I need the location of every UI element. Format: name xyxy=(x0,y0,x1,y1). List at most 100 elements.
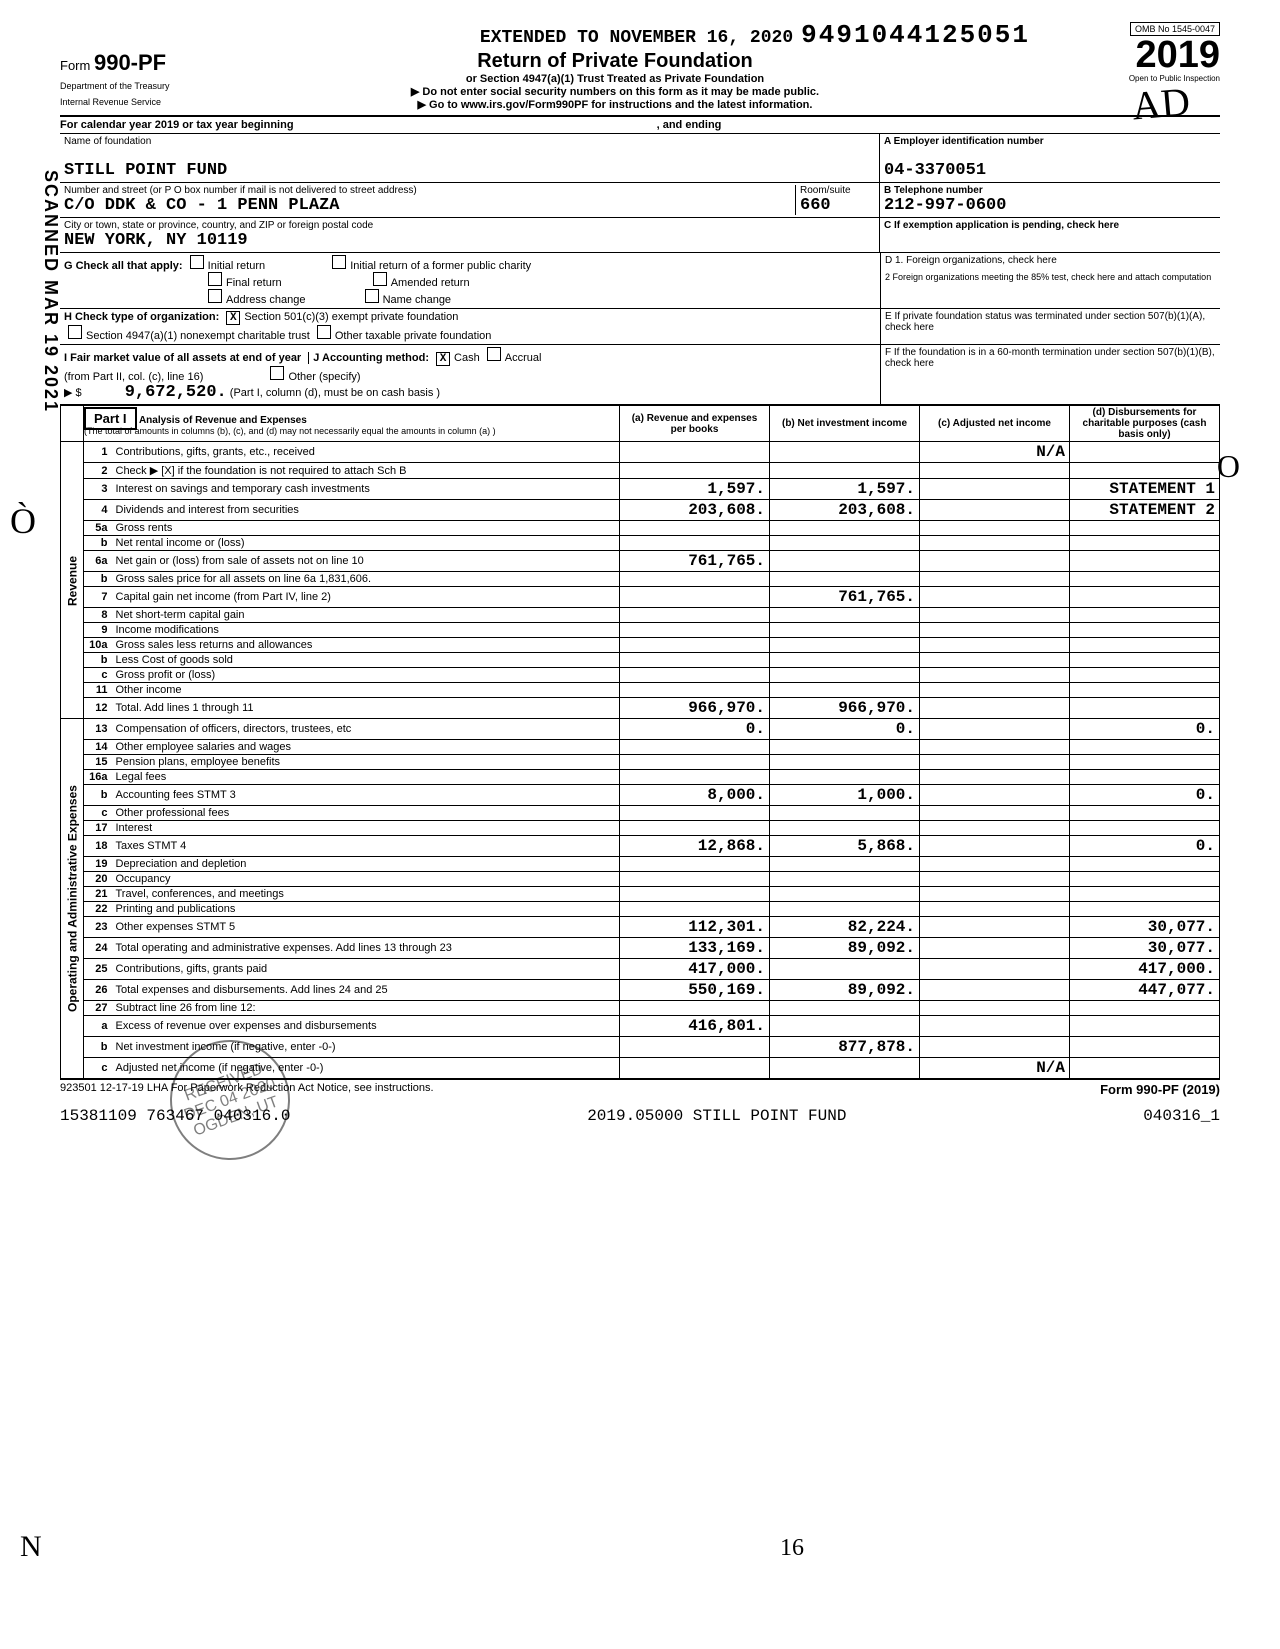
col-b-header: (b) Net investment income xyxy=(770,406,920,442)
other-taxable-label: Other taxable private foundation xyxy=(335,330,492,342)
ein-label: A Employer identification number xyxy=(884,136,1216,147)
cell-col-c xyxy=(920,463,1070,479)
line-description: Travel, conferences, and meetings xyxy=(112,887,620,902)
cell-col-e xyxy=(1070,638,1220,653)
cal-year-end: , and ending xyxy=(657,119,722,131)
footer-code: 923501 12-17-19 xyxy=(60,1082,144,1094)
501c3-check[interactable]: X xyxy=(226,311,240,325)
line-description: Gross rents xyxy=(112,521,620,536)
cell-col-e xyxy=(1070,572,1220,587)
cell-col-a xyxy=(620,857,770,872)
line-description: Dividends and interest from securities xyxy=(112,500,620,521)
line-number: 8 xyxy=(84,608,112,623)
cell-col-a xyxy=(620,1058,770,1079)
footer-lha: LHA For Paperwork Reduction Act Notice, … xyxy=(147,1082,434,1094)
table-row: 12Total. Add lines 1 through 11966,970.9… xyxy=(61,698,1220,719)
cell-col-e xyxy=(1070,1058,1220,1079)
cell-col-b xyxy=(770,1016,920,1037)
cell-col-e xyxy=(1070,442,1220,463)
cell-col-c xyxy=(920,572,1070,587)
cell-col-b xyxy=(770,806,920,821)
table-row: 6aNet gain or (loss) from sale of assets… xyxy=(61,551,1220,572)
cell-col-a xyxy=(620,653,770,668)
cash-check[interactable]: X xyxy=(436,352,450,366)
footer-form-number: Form 990-PF (2019) xyxy=(1100,1082,1220,1097)
line-number: 23 xyxy=(84,917,112,938)
former-charity-label: Initial return of a former public charit… xyxy=(350,260,531,272)
line-number: 9 xyxy=(84,623,112,638)
table-row: 25Contributions, gifts, grants paid417,0… xyxy=(61,959,1220,980)
cell-col-c xyxy=(920,500,1070,521)
table-row: 4Dividends and interest from securities2… xyxy=(61,500,1220,521)
cell-col-e xyxy=(1070,806,1220,821)
initial-return-check[interactable] xyxy=(190,255,204,269)
cell-col-b: 761,765. xyxy=(770,587,920,608)
cell-col-e: 0. xyxy=(1070,785,1220,806)
amended-return-check[interactable] xyxy=(373,272,387,286)
cell-col-b xyxy=(770,872,920,887)
footer-right-id: 040316_1 xyxy=(1143,1107,1220,1125)
cell-col-e xyxy=(1070,608,1220,623)
line-number: 5a xyxy=(84,521,112,536)
line-number: 27 xyxy=(84,1001,112,1016)
cell-col-c xyxy=(920,836,1070,857)
cell-col-b xyxy=(770,1001,920,1016)
cell-col-e: 30,077. xyxy=(1070,938,1220,959)
cell-col-b xyxy=(770,1058,920,1079)
form-subtitle-3: ▶ Go to www.irs.gov/Form990PF for instru… xyxy=(200,98,1030,111)
cell-col-e: STATEMENT 1 xyxy=(1070,479,1220,500)
section-f-label: F If the foundation is in a 60-month ter… xyxy=(885,347,1216,369)
cell-col-b xyxy=(770,638,920,653)
cell-col-a xyxy=(620,770,770,785)
cell-col-b: 0. xyxy=(770,719,920,740)
former-charity-check[interactable] xyxy=(332,255,346,269)
4947-check[interactable] xyxy=(68,325,82,339)
cell-col-e xyxy=(1070,551,1220,572)
section-d2-label: 2 Foreign organizations meeting the 85% … xyxy=(885,272,1216,282)
table-row: Revenue1Contributions, gifts, grants, et… xyxy=(61,442,1220,463)
accrual-check[interactable] xyxy=(487,347,501,361)
room-label: Room/suite xyxy=(800,185,875,196)
cell-col-b xyxy=(770,463,920,479)
cell-col-a: 1,597. xyxy=(620,479,770,500)
cell-col-a xyxy=(620,887,770,902)
cell-col-e xyxy=(1070,1037,1220,1058)
cell-col-a: 203,608. xyxy=(620,500,770,521)
revenue-side-label: Revenue xyxy=(61,442,84,719)
handwritten-page: 16 xyxy=(780,1535,804,1562)
table-row: 7Capital gain net income (from Part IV, … xyxy=(61,587,1220,608)
line-number: b xyxy=(84,785,112,806)
cell-col-a xyxy=(620,1001,770,1016)
cell-col-c xyxy=(920,608,1070,623)
form-footer: 923501 12-17-19 LHA For Paperwork Reduct… xyxy=(60,1079,1220,1097)
line-description: Excess of revenue over expenses and disb… xyxy=(112,1016,620,1037)
cell-col-a: 416,801. xyxy=(620,1016,770,1037)
name-change-check[interactable] xyxy=(365,289,379,303)
cell-col-a xyxy=(620,521,770,536)
col-d-header: (d) Disbursements for charitable purpose… xyxy=(1070,406,1220,442)
cell-col-c xyxy=(920,821,1070,836)
table-row: bNet rental income or (loss) xyxy=(61,536,1220,551)
other-method-check[interactable] xyxy=(270,366,284,380)
line-number: 13 xyxy=(84,719,112,740)
cell-col-b xyxy=(770,770,920,785)
table-row: 27Subtract line 26 from line 12: xyxy=(61,1001,1220,1016)
line-number: b xyxy=(84,653,112,668)
cell-col-c xyxy=(920,887,1070,902)
cell-col-e xyxy=(1070,740,1220,755)
cell-col-c: N/A xyxy=(920,442,1070,463)
cell-col-b: 966,970. xyxy=(770,698,920,719)
line-description: Pension plans, employee benefits xyxy=(112,755,620,770)
final-return-check[interactable] xyxy=(208,272,222,286)
other-taxable-check[interactable] xyxy=(317,325,331,339)
line-number: 4 xyxy=(84,500,112,521)
line-number: 20 xyxy=(84,872,112,887)
table-row: 18Taxes STMT 412,868.5,868.0. xyxy=(61,836,1220,857)
cell-col-a: 8,000. xyxy=(620,785,770,806)
line-description: Gross sales price for all assets on line… xyxy=(112,572,620,587)
cell-col-e xyxy=(1070,1001,1220,1016)
address-change-label: Address change xyxy=(226,294,306,306)
address-change-check[interactable] xyxy=(208,289,222,303)
initial-return-label: Initial return xyxy=(208,260,265,272)
cell-col-e xyxy=(1070,755,1220,770)
